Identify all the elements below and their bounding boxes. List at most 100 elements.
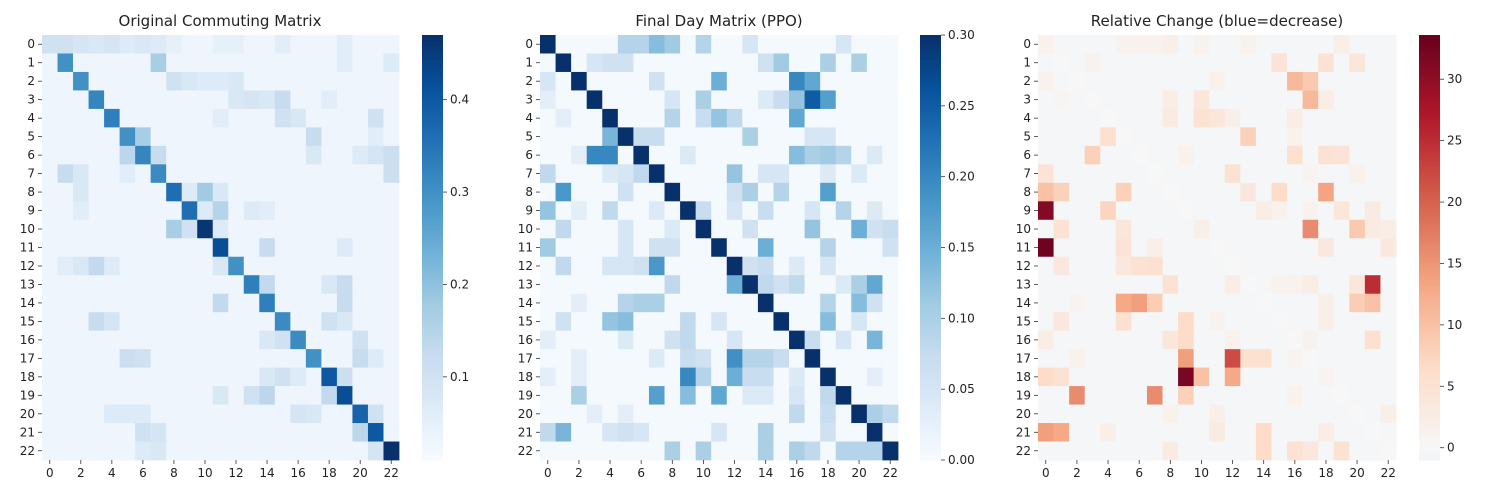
heatmap-cell	[150, 256, 167, 276]
heatmap-cell	[726, 330, 743, 350]
heatmap-cell	[617, 404, 634, 424]
heatmap-cell	[290, 164, 307, 184]
heatmap-cell	[243, 53, 260, 73]
heatmap-cell	[57, 349, 74, 369]
x-tick-label: 8	[668, 466, 676, 480]
heatmap-cell	[789, 71, 806, 91]
heatmap-cell	[150, 386, 167, 405]
heatmap-cell	[664, 90, 681, 110]
heatmap-cell	[820, 182, 837, 202]
heatmap-cell	[367, 404, 384, 424]
heatmap-cell	[1131, 71, 1148, 91]
colorbar-segment	[1419, 116, 1440, 121]
heatmap-cell	[243, 201, 260, 221]
heatmap-cell	[1146, 423, 1163, 442]
heatmap-cell	[866, 275, 883, 295]
colorbar-segment	[1419, 424, 1440, 429]
heatmap-cell	[773, 90, 790, 110]
heatmap-cell	[274, 256, 291, 276]
heatmap-cell	[73, 238, 89, 258]
heatmap-cell	[383, 108, 400, 128]
heatmap-cell	[1162, 127, 1179, 147]
heatmap-cell	[305, 35, 322, 54]
colorbar-segment	[422, 300, 443, 305]
heatmap-cell	[57, 256, 74, 276]
colorbar-segment	[1419, 226, 1440, 231]
colorbar-tick-label: 25	[1447, 134, 1462, 148]
heatmap-cell	[274, 275, 291, 295]
colorbar-segment	[422, 431, 443, 436]
heatmap-cell	[1131, 330, 1148, 350]
heatmap-cell	[290, 404, 307, 424]
heatmap-cell	[243, 164, 260, 184]
heatmap-cell	[680, 312, 697, 332]
heatmap-cell	[1302, 293, 1319, 313]
heatmap-cell	[1084, 182, 1101, 202]
heatmap-cell	[274, 71, 291, 91]
heatmap-cell	[1069, 275, 1086, 295]
heatmap-cell	[88, 219, 105, 239]
heatmap-cell	[1084, 35, 1101, 54]
heatmap-cell	[602, 164, 619, 184]
heatmap-cell	[1380, 423, 1397, 442]
colorbar-segment	[422, 247, 443, 252]
heatmap-cell	[119, 108, 136, 128]
heatmap-cell	[367, 201, 384, 221]
y-tick-label: 18	[1016, 370, 1031, 384]
colorbar-segment	[1419, 141, 1440, 146]
heatmap-cell	[648, 164, 665, 184]
heatmap-cell	[228, 53, 245, 73]
heatmap-cell	[1287, 349, 1304, 369]
y-tick-label: 2	[1023, 74, 1031, 88]
heatmap-cell	[1069, 219, 1086, 239]
heatmap-cell	[882, 108, 899, 128]
heatmap-cell	[197, 293, 214, 313]
heatmap-cell	[555, 71, 572, 91]
colorbar-segment	[1419, 435, 1440, 440]
heatmap-cell	[617, 53, 634, 73]
heatmap-cell	[1255, 238, 1272, 258]
heatmap-cell	[1146, 441, 1163, 461]
heatmap-cell	[617, 90, 634, 110]
heatmap-cell	[42, 90, 58, 110]
heatmap-cell	[1069, 35, 1086, 54]
heatmap-cell	[290, 275, 307, 295]
colorbar-segment	[920, 339, 941, 344]
heatmap-cell	[1178, 238, 1195, 258]
heatmap-grid: 0 2 4 6 8 10 12 14 16 18 20 22012345678910111213141…	[518, 35, 899, 480]
heatmap-cell	[617, 238, 634, 258]
heatmap-cell	[274, 145, 291, 165]
heatmap-cell	[197, 71, 214, 91]
heatmap-cell	[1178, 164, 1195, 184]
colorbar-segment	[1419, 134, 1440, 139]
heatmap-cell	[1209, 145, 1226, 165]
colorbar-segment	[1419, 300, 1440, 305]
colorbar-segment	[422, 325, 443, 330]
heatmap-cell	[150, 127, 167, 147]
heatmap-cell	[1115, 182, 1132, 202]
heatmap-cell	[820, 275, 837, 295]
heatmap-cell	[367, 238, 384, 258]
colorbar-segment	[920, 290, 941, 295]
heatmap-cell	[1131, 404, 1148, 424]
heatmap-cell	[773, 441, 790, 461]
heatmap-cell	[757, 293, 774, 313]
colorbar-segment	[1419, 222, 1440, 227]
colorbar-tick-label: 30	[1447, 72, 1462, 86]
heatmap-cell	[757, 275, 774, 295]
heatmap-cell	[866, 367, 883, 387]
heatmap-cell	[1146, 330, 1163, 350]
heatmap-cell	[1364, 256, 1381, 276]
colorbar-segment	[422, 56, 443, 61]
heatmap-cell	[680, 441, 697, 461]
heatmap-cell	[336, 423, 353, 442]
heatmap-cell	[1318, 256, 1335, 276]
heatmap-cell	[617, 423, 634, 442]
heatmap-cell	[1178, 201, 1195, 221]
heatmap-cell	[695, 182, 712, 202]
heatmap-cell	[571, 145, 588, 165]
heatmap-cell	[1100, 423, 1117, 442]
heatmap-cell	[1084, 201, 1101, 221]
colorbar-segment	[920, 452, 941, 457]
heatmap-cell	[1162, 293, 1179, 313]
